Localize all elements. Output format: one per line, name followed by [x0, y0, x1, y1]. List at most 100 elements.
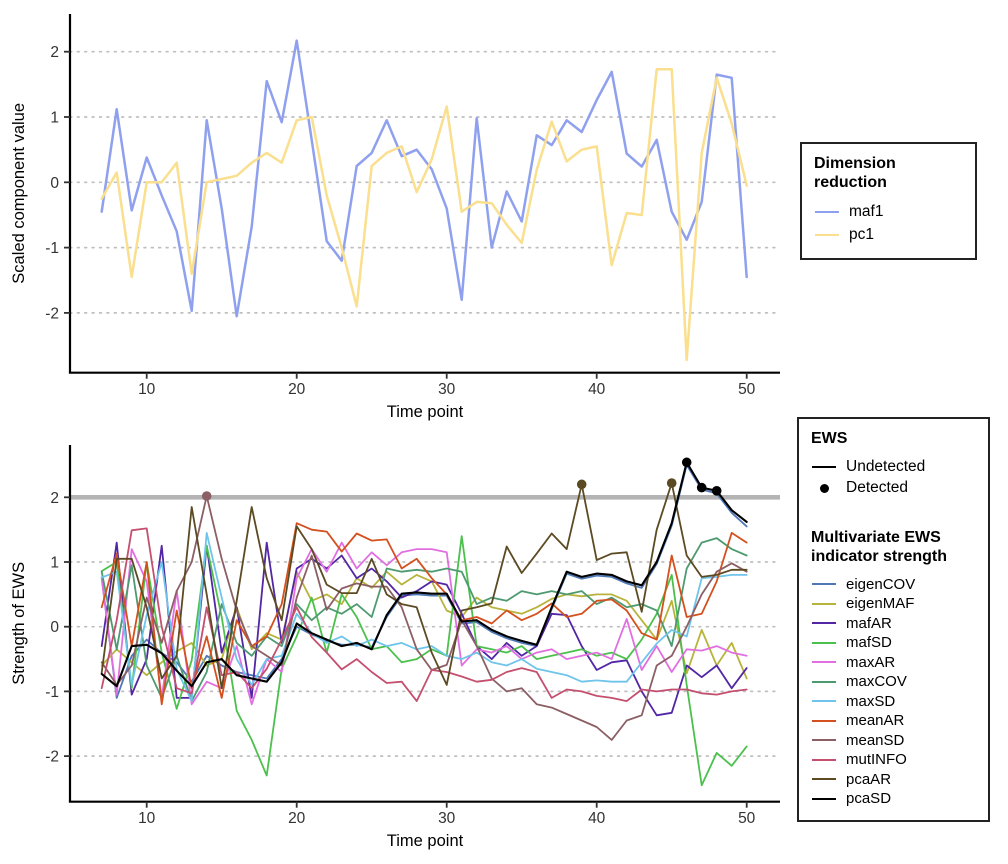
- legend-label: maxCOV: [846, 673, 907, 691]
- x-tick-label: 50: [738, 810, 756, 827]
- detected-point-meanSD: [201, 491, 212, 501]
- x-tick-label: 10: [138, 381, 156, 398]
- legend-item-mafAR: mafAR: [811, 614, 976, 634]
- legend-label: mutINFO: [846, 751, 907, 769]
- series-mafSD: [100, 535, 748, 787]
- legend-item-eigenMAF: eigenMAF: [811, 594, 976, 614]
- legend-item-detected: Detected: [811, 478, 976, 499]
- x-tick-label: 20: [288, 810, 306, 827]
- legend-label: maf1: [849, 203, 884, 221]
- meanSD-color-line-icon: [811, 731, 837, 751]
- legend-item-eigenCOV: eigenCOV: [811, 575, 976, 595]
- legend-indicators-title: Multivariate EWS indicator strength: [811, 528, 948, 565]
- series-maxAR: [100, 541, 748, 706]
- maxAR-color-line-icon: [811, 653, 837, 673]
- x-tick-label: 30: [438, 810, 456, 827]
- legend-indicator-items: eigenCOV eigenMAF mafAR mafSD maxAR maxCOV max…: [811, 575, 976, 809]
- legend-label: pc1: [849, 226, 874, 244]
- eigenMAF-color-line-icon: [811, 594, 837, 614]
- maxSD-color-line-icon: [811, 692, 837, 712]
- legend-dimension-items: maf1 pc1: [814, 201, 963, 247]
- pcaAR-color-line-icon: [811, 770, 837, 790]
- mutINFO-color-line-icon: [811, 750, 837, 770]
- detected-point-pcaSD: [681, 457, 692, 468]
- series-meanAR: [100, 522, 748, 706]
- series-pcaAR: [100, 482, 748, 690]
- detected-dot-icon: [811, 478, 837, 499]
- legend-item-undetected: Undetected: [811, 457, 976, 478]
- legend-item-meanAR: meanAR: [811, 711, 976, 731]
- y-tick-label: -2: [45, 305, 59, 322]
- y-tick-label: 2: [50, 490, 59, 507]
- legend-dimension-title: Dimension reduction: [814, 155, 896, 191]
- mafSD-color-line-icon: [811, 633, 837, 653]
- y-tick-label: 2: [50, 44, 59, 61]
- detected-point-pcaSD: [696, 482, 707, 493]
- y-tick-label: 0: [50, 175, 59, 192]
- pcaSD-color-line-icon: [811, 789, 837, 809]
- y-tick-label: 1: [50, 555, 59, 572]
- legend-label: meanSD: [846, 731, 905, 749]
- legend-label: mafSD: [846, 634, 892, 652]
- eigenCOV-color-line-icon: [811, 575, 837, 595]
- legend-label: maxSD: [846, 692, 896, 710]
- maxCOV-color-line-icon: [811, 672, 837, 692]
- legend-ews: EWS Undetected Detected Multivariate EWS…: [797, 417, 990, 822]
- legend-label: pcaSD: [846, 790, 892, 808]
- meanAR-color-line-icon: [811, 711, 837, 731]
- x-tick-label: 10: [138, 810, 156, 827]
- mafAR-color-line-icon: [811, 614, 837, 634]
- detected-label: Detected: [846, 479, 909, 497]
- series-mutINFO: [100, 527, 748, 702]
- y-axis-title: Scaled component value: [10, 103, 28, 284]
- legend-label: pcaAR: [846, 770, 892, 788]
- y-tick-label: -2: [45, 749, 59, 766]
- series-pc1: [100, 68, 748, 362]
- legend-dimension-reduction: Dimension reduction maf1 pc1: [800, 142, 977, 260]
- series-maf1: [100, 39, 748, 318]
- x-axis-title: Time point: [387, 403, 464, 421]
- legend-label: eigenCOV: [846, 575, 916, 593]
- y-tick-label: -1: [45, 240, 59, 257]
- x-tick-label: 30: [438, 381, 456, 398]
- maf1-color-line-icon: [814, 201, 840, 224]
- legend-ews-title: EWS: [811, 430, 848, 447]
- legend-label: eigenMAF: [846, 595, 915, 613]
- legend-label: meanAR: [846, 712, 905, 730]
- legend-item-meanSD: meanSD: [811, 731, 976, 751]
- legend-item-maxAR: maxAR: [811, 653, 976, 673]
- detected-point-pcaSD: [711, 486, 722, 496]
- detected-point-pcaAR: [576, 479, 587, 490]
- detected-point-pcaAR: [666, 478, 677, 488]
- series-pcaSD: [100, 461, 748, 688]
- legend-spacer: [811, 499, 976, 529]
- y-tick-label: 0: [50, 619, 59, 636]
- x-tick-label: 50: [738, 381, 756, 398]
- bottom-panel: 10 20 30 40 50 -2 -1 0 1 2 Time point Strength of E…: [10, 445, 781, 850]
- y-axis-title: Strength of EWS: [10, 562, 28, 685]
- legend-item-maxSD: maxSD: [811, 692, 976, 712]
- undetected-label: Undetected: [846, 458, 926, 476]
- legend-item-maxCOV: maxCOV: [811, 672, 976, 692]
- undetected-line-icon: [811, 457, 837, 478]
- legend-item-maf1: maf1: [814, 201, 963, 224]
- series-meanSD: [100, 495, 748, 741]
- top-panel: 10 20 30 40 50 -2 -1 0 1 2 Time point Scaled compon…: [10, 14, 781, 421]
- legend-item-pc1: pc1: [814, 224, 963, 247]
- x-tick-label: 40: [588, 810, 606, 827]
- y-tick-label: 1: [50, 110, 59, 127]
- x-axis-title: Time point: [387, 832, 464, 850]
- legend-item-mutINFO: mutINFO: [811, 750, 976, 770]
- legend-label: mafAR: [846, 614, 892, 632]
- x-tick-label: 20: [288, 381, 306, 398]
- legend-item-pcaSD: pcaSD: [811, 789, 976, 809]
- series-maxSD: [100, 532, 748, 702]
- legend-item-pcaAR: pcaAR: [811, 770, 976, 790]
- legend-label: maxAR: [846, 653, 896, 671]
- series-mafAR: [100, 541, 748, 717]
- pc1-color-line-icon: [814, 224, 840, 247]
- y-tick-label: -1: [45, 684, 59, 701]
- legend-item-mafSD: mafSD: [811, 633, 976, 653]
